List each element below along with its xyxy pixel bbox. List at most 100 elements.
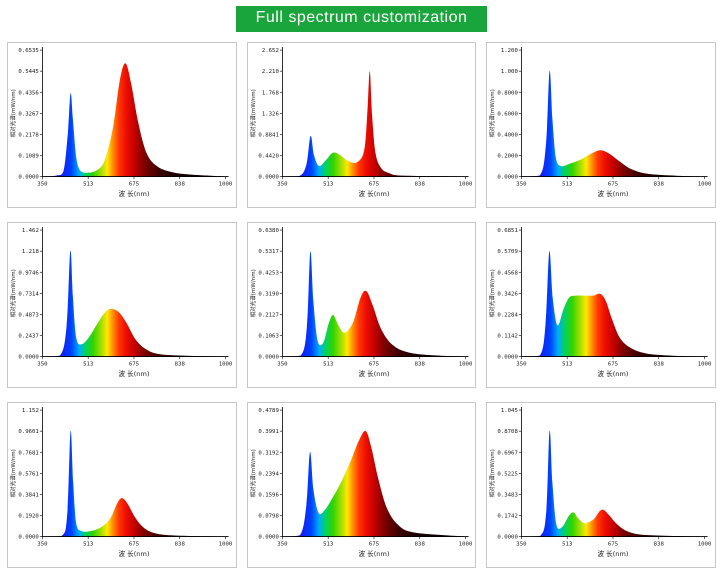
- x-axis-label: 波 长(nm): [358, 189, 389, 198]
- spectrum-chart-panel: 1.200 1.000 0.8000 0.6000 0.4000 0.2000 0.0000…: [486, 42, 716, 208]
- y-tick-label: 1.218: [22, 249, 40, 255]
- spectrum-chart: 1.200 1.000 0.8000 0.6000 0.4000 0.2000 0.0000…: [488, 47, 712, 198]
- y-tick-label: 0.0798: [258, 513, 279, 519]
- x-tick-label: 513: [323, 182, 333, 188]
- y-tick-label: 0.5225: [498, 471, 518, 477]
- x-tick-label: 1000: [219, 362, 233, 368]
- spectrum-area: [42, 63, 226, 177]
- x-tick-label: 513: [83, 542, 93, 548]
- y-tick-label: 0.7681: [18, 450, 39, 456]
- x-tick-label: 1000: [458, 542, 472, 548]
- y-tick-label: 0.5761: [18, 471, 39, 477]
- x-tick-label: 513: [562, 542, 572, 548]
- y-tick-label: 2.210: [261, 69, 279, 75]
- x-tick-label: 513: [562, 182, 572, 188]
- y-tick-label: 0.8000: [498, 90, 519, 96]
- y-tick-label: 0.4420: [258, 154, 279, 160]
- x-tick-label: 838: [175, 182, 186, 188]
- y-tick-label: 0.0000: [18, 175, 39, 181]
- x-tick-label: 350: [37, 182, 48, 188]
- spectrum-chart-panel: 1.462 1.218 0.9746 0.7314 0.4873 0.2437 0.0000…: [7, 221, 237, 388]
- x-tick-label: 675: [608, 542, 618, 548]
- spectrum-chart-panel: 0.6535 0.5445 0.4356 0.3267 0.2178 0.1089 0.00…: [7, 42, 237, 208]
- y-tick-label: 0.2127: [258, 312, 278, 318]
- x-axis-label: 波 长(nm): [119, 189, 150, 198]
- x-tick-label: 350: [277, 182, 288, 188]
- y-tick-label: 0.0000: [258, 534, 279, 540]
- x-tick-label: 675: [369, 182, 379, 188]
- spectrum-area: [282, 71, 466, 177]
- y-tick-label: 1.045: [501, 408, 518, 414]
- x-tick-label: 675: [129, 362, 139, 368]
- x-axis-label: 波 长(nm): [119, 369, 150, 378]
- x-tick-label: 513: [323, 542, 333, 548]
- y-tick-label: 0.2178: [18, 132, 39, 138]
- x-tick-label: 675: [608, 362, 618, 368]
- spectrum-area: [521, 70, 705, 177]
- y-axis-label: 相对光谱(mW/nm): [488, 269, 496, 317]
- y-tick-label: 0.0000: [258, 355, 279, 361]
- x-axis-label: 波 长(nm): [119, 549, 150, 558]
- x-tick-label: 513: [562, 362, 572, 368]
- y-axis-label: 相对光谱(mW/nm): [249, 89, 257, 137]
- x-tick-label: 838: [414, 182, 425, 188]
- x-tick-label: 838: [175, 542, 186, 548]
- y-tick-label: 0.1089: [18, 153, 39, 159]
- spectrum-chart: 2.652 2.210 1.768 1.326 0.8841 0.4420 0.000035…: [249, 47, 473, 198]
- y-tick-label: 0.3841: [18, 492, 39, 498]
- x-tick-label: 838: [654, 182, 665, 188]
- x-tick-label: 838: [654, 542, 665, 548]
- x-tick-label: 350: [37, 362, 48, 368]
- y-tick-label: 0.0000: [18, 354, 39, 360]
- spectrum-area: [521, 430, 705, 537]
- y-tick-label: 0.4568: [498, 270, 519, 276]
- x-tick-label: 675: [608, 182, 618, 188]
- x-tick-label: 675: [369, 362, 379, 368]
- x-axis-label: 波 长(nm): [358, 549, 389, 558]
- y-axis-label: 相对光谱(mW/nm): [488, 449, 496, 497]
- x-tick-label: 350: [517, 542, 528, 548]
- x-tick-label: 350: [277, 542, 288, 548]
- spectrum-chart: 0.4789 0.3991 0.3192 0.2394 0.1596 0.0798 0.00…: [249, 406, 473, 558]
- y-axis-label: 相对光谱(mW/nm): [9, 89, 17, 137]
- page: Full spectrum customization 0.6535 0.5445…: [0, 6, 723, 568]
- spectrum-chart-panel: 2.652 2.210 1.768 1.326 0.8841 0.4420 0.0000 35…: [246, 42, 477, 208]
- spectrum-chart-panel: 0.6851 0.5709 0.4568 0.3426 0.2284 0.1142 0.00…: [486, 221, 716, 388]
- y-tick-label: 0.0000: [498, 175, 519, 181]
- spectrum-chart: 0.6851 0.5709 0.4568 0.3426 0.2284 0.1142 0.00…: [488, 226, 712, 378]
- spectrum-area: [42, 430, 226, 537]
- y-tick-label: 0.6380: [258, 228, 279, 234]
- y-tick-label: 0.3192: [258, 450, 278, 456]
- y-tick-label: 0.5317: [258, 249, 278, 255]
- y-tick-label: 0.0000: [498, 355, 519, 361]
- x-tick-label: 350: [517, 362, 528, 368]
- spectrum-area: [521, 250, 705, 357]
- x-tick-label: 513: [83, 182, 93, 188]
- x-axis-label: 波 长(nm): [598, 189, 629, 198]
- x-tick-label: 513: [323, 362, 333, 368]
- y-axis-label: 相对光谱(mW/nm): [488, 89, 496, 137]
- y-tick-label: 0.4873: [18, 312, 38, 318]
- y-tick-label: 0.7314: [18, 291, 39, 297]
- x-tick-label: 1000: [698, 362, 712, 368]
- y-tick-label: 0.4000: [498, 132, 519, 138]
- y-tick-label: 0.5709: [498, 249, 519, 255]
- banner-title: Full spectrum customization: [255, 9, 468, 26]
- y-tick-label: 0.8708: [498, 429, 519, 435]
- x-tick-label: 350: [517, 182, 528, 188]
- y-tick-label: 0.1142: [498, 333, 518, 339]
- x-tick-label: 838: [175, 362, 186, 368]
- y-tick-label: 0.3991: [258, 429, 279, 435]
- y-tick-label: 0.0000: [258, 175, 279, 181]
- charts-grid: 0.6535 0.5445 0.4356 0.3267 0.2178 0.1089 0.00…: [0, 42, 723, 568]
- x-tick-label: 350: [37, 542, 48, 548]
- banner: Full spectrum customization: [235, 6, 488, 32]
- x-tick-label: 675: [129, 542, 139, 548]
- y-tick-label: 0.9746: [18, 270, 39, 276]
- y-tick-label: 1.152: [22, 408, 39, 414]
- y-tick-label: 0.1920: [18, 513, 39, 519]
- spectrum-chart: 1.152 0.9601 0.7681 0.5761 0.3841 0.1920 0.000…: [9, 406, 233, 558]
- y-tick-label: 0.0000: [18, 534, 39, 540]
- x-axis-label: 波 长(nm): [358, 369, 389, 378]
- spectrum-chart: 0.6535 0.5445 0.4356 0.3267 0.2178 0.1089 0.00…: [9, 47, 233, 198]
